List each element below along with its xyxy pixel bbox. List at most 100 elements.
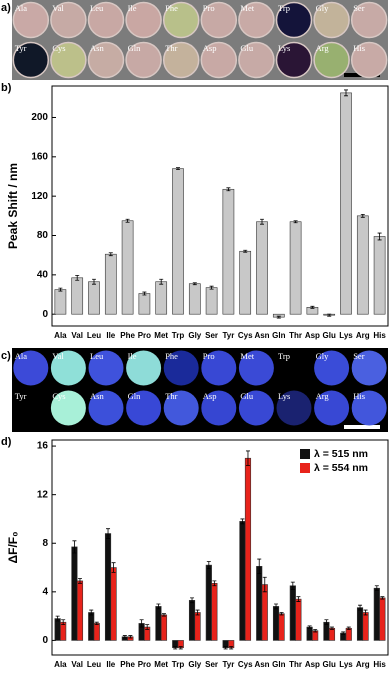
bar [256, 221, 268, 315]
bar [306, 626, 313, 641]
x-tick-label: Met [154, 331, 168, 340]
x-tick-label: Ala [54, 331, 67, 340]
error-bar [159, 278, 164, 285]
error-bar [341, 631, 346, 635]
bar [356, 607, 364, 641]
y-tick-label: 160 [31, 151, 48, 162]
error-bar [178, 646, 183, 650]
well-label: Tyr [15, 43, 27, 53]
error-bar [262, 576, 267, 593]
well-label: Phe [165, 351, 178, 361]
error-bar [243, 249, 248, 253]
well-label: Arg [316, 391, 330, 401]
error-bar [142, 291, 147, 296]
error-bar [260, 218, 264, 225]
bar [71, 546, 78, 641]
bar [379, 597, 386, 641]
well [12, 1, 50, 39]
error-bar [173, 646, 178, 650]
bar [155, 281, 168, 315]
bar [272, 606, 280, 641]
legend-label: λ = 515 nm [314, 448, 368, 460]
well-label: Ile [128, 3, 137, 13]
x-tick-label: Gly [188, 331, 201, 340]
x-tick-label: Tyr [222, 660, 234, 669]
plot-frame [51, 439, 389, 656]
error-bar [139, 619, 144, 628]
error-bar [377, 232, 382, 241]
bar [239, 521, 246, 641]
error-bar [380, 596, 385, 600]
bar [138, 293, 151, 315]
x-tick-label: Asn [254, 331, 269, 340]
well-label: Lys [278, 391, 290, 401]
x-tick-label: Leu [87, 331, 101, 340]
error-bar [128, 635, 133, 639]
bar [211, 583, 218, 641]
bar [340, 92, 352, 315]
well [87, 41, 125, 79]
error-bar [106, 528, 111, 539]
bar [155, 606, 162, 641]
error-bar [122, 635, 127, 639]
well-label: Asp [203, 43, 217, 53]
error-bar [192, 282, 197, 286]
error-bar [358, 604, 363, 611]
error-bar [94, 621, 99, 626]
x-tick-label: Ser [205, 331, 218, 340]
x-tick-label: Ile [106, 660, 115, 669]
bar [76, 580, 84, 641]
well-label: Ser [353, 351, 365, 361]
bar [261, 584, 268, 641]
error-bar [226, 187, 231, 192]
error-bar [190, 597, 195, 604]
scale-bar [344, 425, 380, 429]
panel-label: c) [1, 350, 11, 362]
x-tick-label: Asp [305, 660, 320, 669]
y-axis-title: ΔF/F₀ [6, 531, 20, 563]
well [275, 1, 313, 39]
x-tick-label: Gln [272, 331, 285, 340]
well-label: Pro [203, 351, 215, 361]
well [238, 350, 274, 386]
well [126, 390, 162, 426]
bar [328, 627, 336, 641]
well-label: Ser [353, 3, 365, 13]
error-bar [346, 626, 351, 630]
error-bar [206, 561, 211, 570]
bar [289, 221, 302, 315]
bar [121, 220, 134, 315]
well [276, 390, 312, 426]
error-bar [344, 89, 348, 97]
well [275, 41, 313, 79]
panel-label: d) [1, 436, 12, 448]
error-bar [58, 287, 63, 292]
error-bar [161, 613, 166, 617]
well [350, 1, 388, 39]
error-bar [310, 305, 315, 309]
bar [104, 253, 117, 315]
well-label: Trp [278, 351, 290, 361]
error-bar [363, 609, 368, 616]
well [13, 350, 49, 386]
error-bar [279, 612, 284, 616]
error-bar [92, 278, 96, 285]
panel-label: b) [1, 82, 12, 94]
well-label: Glu [240, 43, 254, 53]
well-label: Asp [203, 391, 217, 401]
bar [54, 289, 67, 315]
well [238, 390, 274, 426]
x-tick-label: Pro [138, 331, 151, 340]
error-bar [75, 274, 80, 281]
well-label: Gly [316, 3, 330, 13]
bar [244, 457, 252, 641]
well-label: Phe [165, 3, 178, 13]
bar [110, 567, 117, 641]
error-bar [245, 450, 250, 466]
error-bar [125, 218, 130, 223]
bar [88, 281, 100, 315]
legend-swatch [300, 463, 310, 473]
well [200, 1, 238, 39]
error-bar [229, 646, 234, 650]
error-bar [374, 585, 379, 592]
